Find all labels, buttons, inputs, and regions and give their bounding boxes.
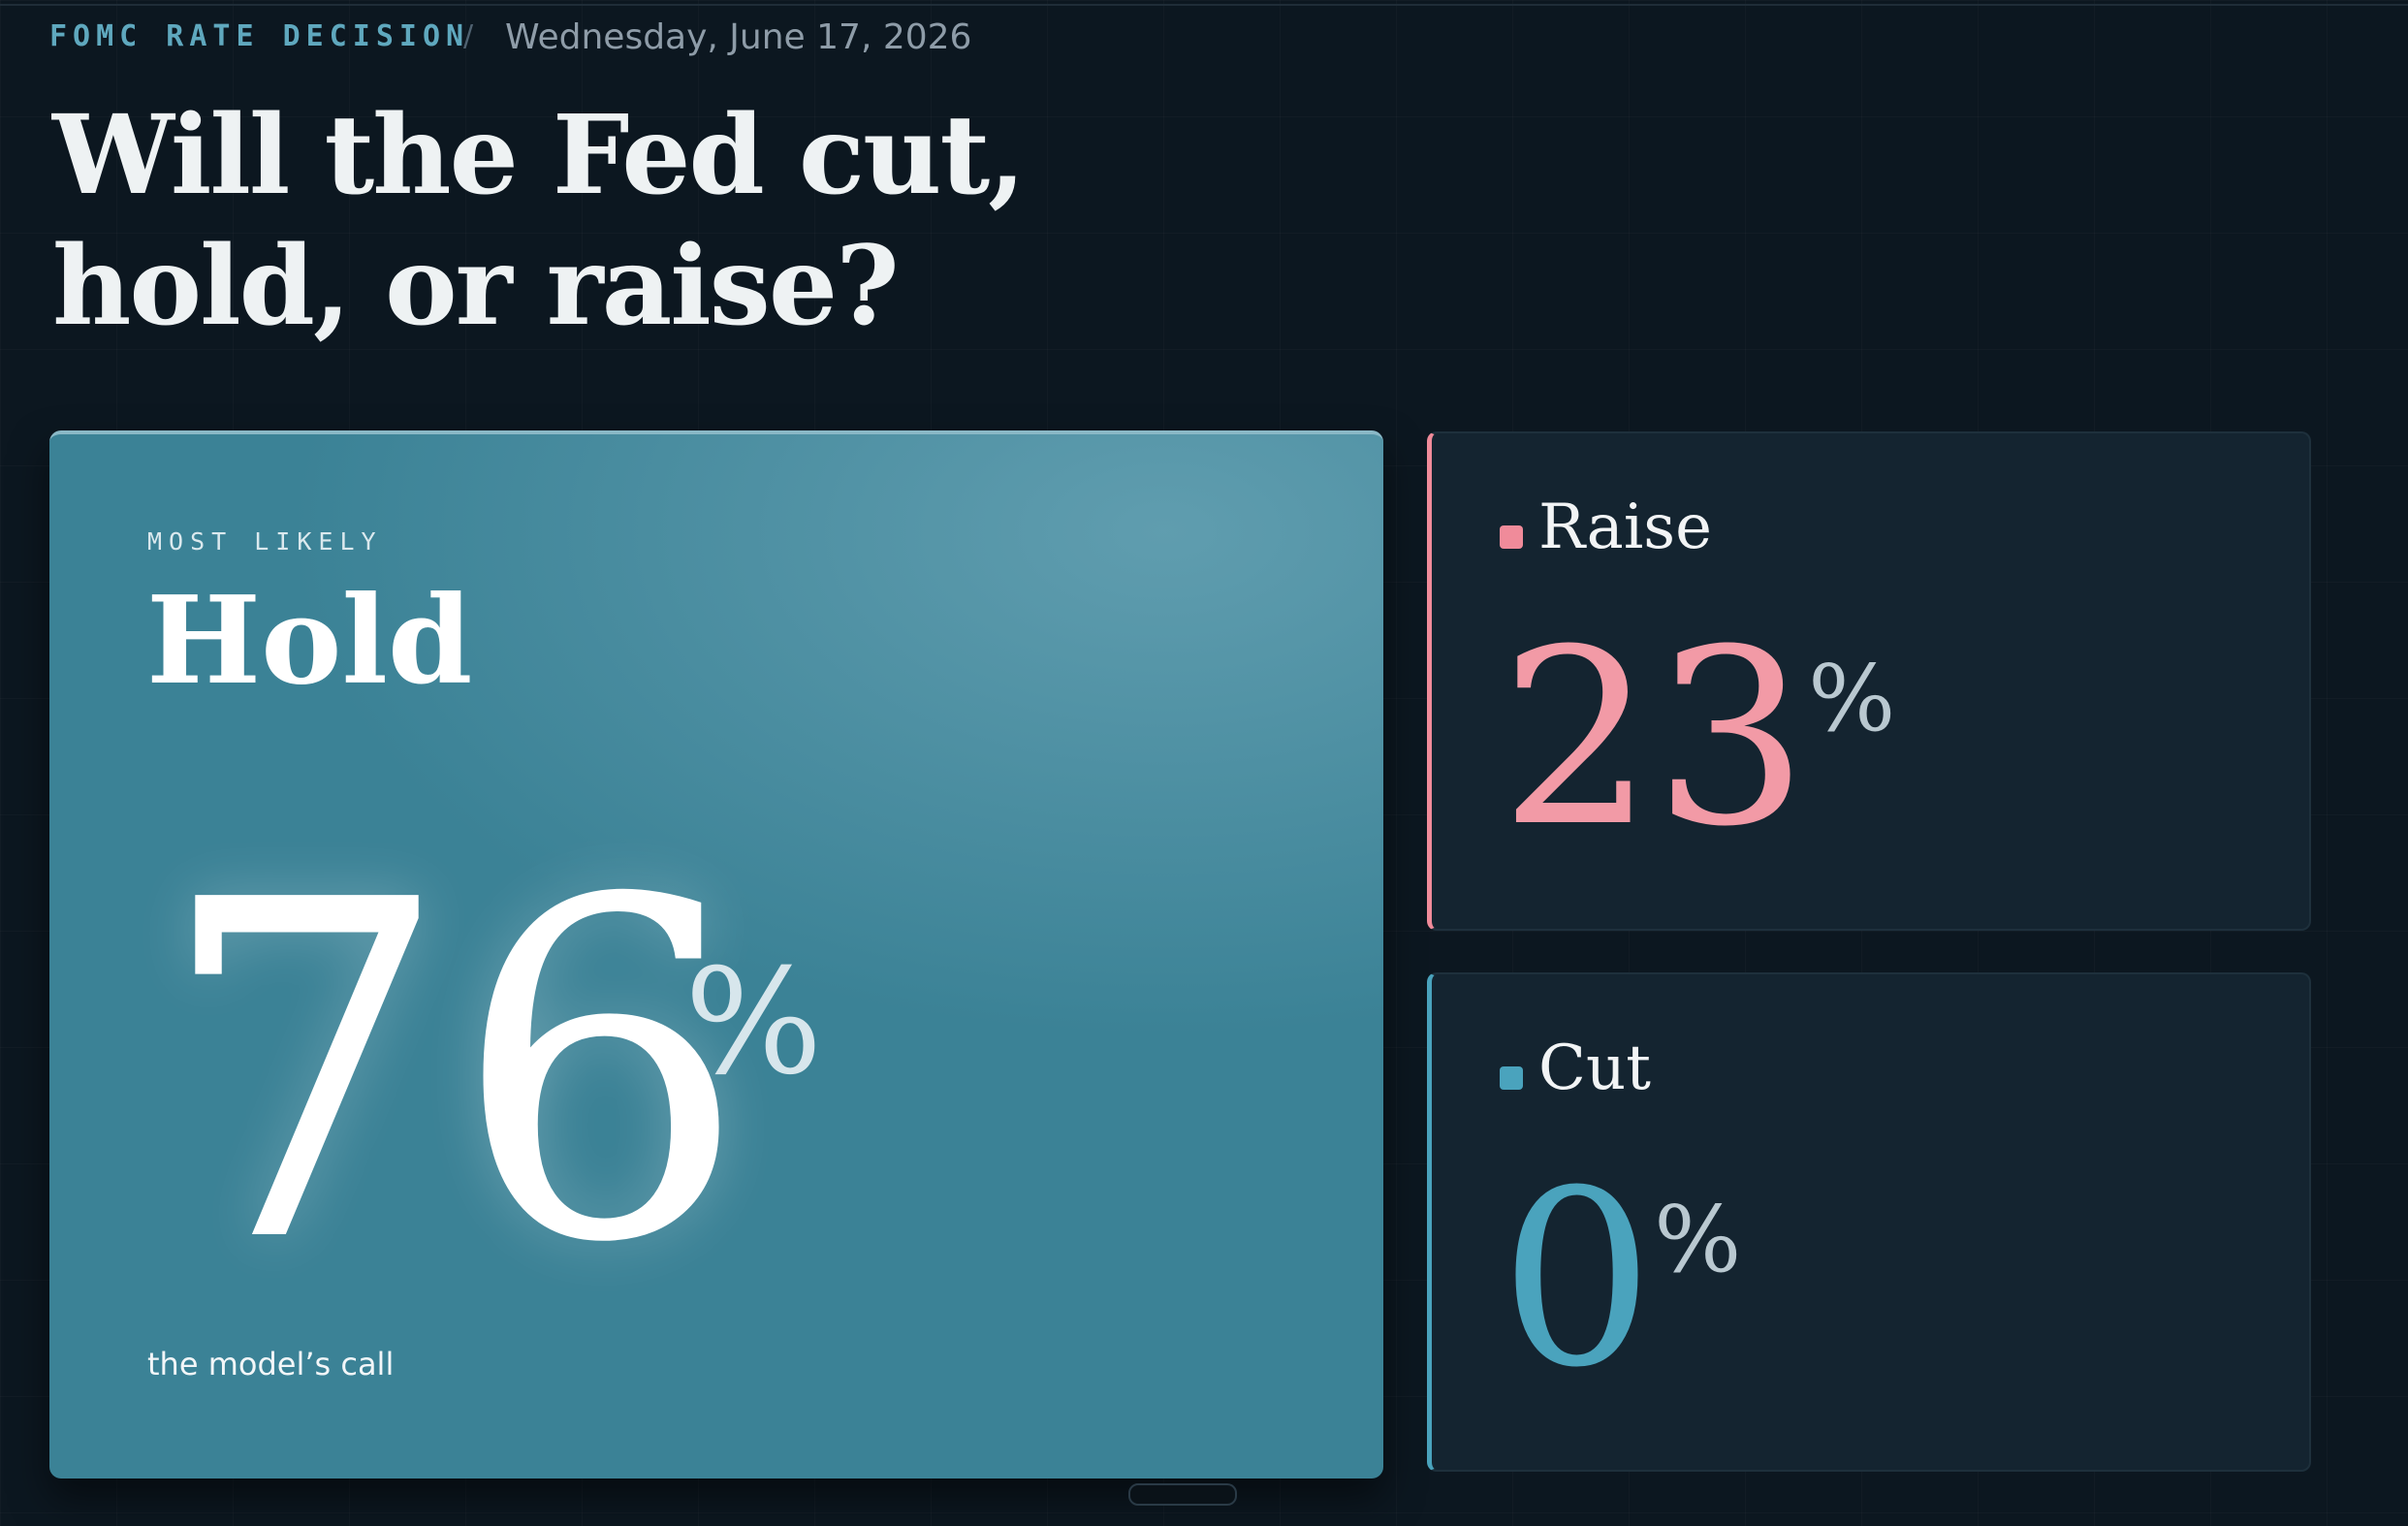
separator: / (463, 19, 474, 53)
outcome-label: Hold (146, 570, 473, 712)
probability: 0 (1500, 1138, 1655, 1420)
scroll-handle[interactable] (1128, 1483, 1237, 1506)
title-line: Will the Fed cut, (52, 92, 1026, 219)
eyebrow: FOMC RATE DECISION (49, 19, 470, 53)
unit: % (1808, 646, 1896, 752)
date: Wednesday, June 17, 2026 (505, 17, 972, 57)
caption: the model’s call (147, 1346, 395, 1383)
outcome-label: Cut (1538, 1033, 1651, 1104)
featured-card[interactable]: MOST LIKELY Hold 76 % the model’s call (49, 430, 1383, 1478)
legend-swatch (1500, 525, 1523, 549)
top-rule (0, 4, 2408, 6)
outcome-card[interactable]: Cut 0% (1427, 972, 2311, 1472)
kicker: MOST LIKELY (147, 527, 383, 556)
legend-swatch (1500, 1066, 1523, 1090)
probability-row: 23% (1500, 618, 1895, 860)
probability-row: 0% (1500, 1159, 1741, 1401)
title-line: hold, or raise? (52, 223, 900, 350)
probability: 23 (1500, 597, 1809, 879)
outcome-label: Raise (1538, 492, 1712, 563)
probability: 76 (156, 803, 748, 1345)
outcome-card[interactable]: Raise 23% (1427, 431, 2311, 931)
unit: % (684, 938, 823, 1107)
unit: % (1654, 1187, 1742, 1293)
